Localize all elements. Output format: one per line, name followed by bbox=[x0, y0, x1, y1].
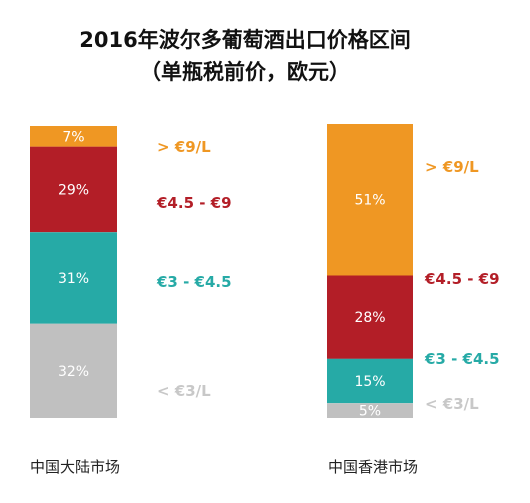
data-label: 32% bbox=[58, 364, 89, 380]
category-label: 中国大陆市场 bbox=[30, 458, 120, 476]
data-label: 7% bbox=[62, 129, 84, 145]
legend-label: €3 - €4.5 bbox=[156, 273, 232, 291]
data-label: 51% bbox=[354, 193, 385, 209]
legend-label: < €3/L bbox=[157, 382, 211, 400]
bar-segment bbox=[327, 275, 413, 359]
category-label: 中国香港市场 bbox=[328, 458, 418, 476]
chart-title: 2016年波尔多葡萄酒出口价格区间 bbox=[79, 28, 411, 52]
data-label: 5% bbox=[359, 404, 381, 420]
data-label: 31% bbox=[58, 271, 89, 287]
bar-segment bbox=[30, 232, 117, 324]
data-label: 15% bbox=[354, 374, 385, 390]
legend-label: €4.5 - €9 bbox=[424, 270, 500, 288]
bar-segment bbox=[327, 124, 413, 276]
chart-subtitle: （单瓶税前价，欧元） bbox=[140, 60, 350, 84]
bar-segment bbox=[30, 126, 117, 147]
bar-segment bbox=[327, 403, 413, 418]
legend-label: < €3/L bbox=[425, 395, 479, 413]
legend-label: > €9/L bbox=[157, 138, 211, 156]
legend-label: > €9/L bbox=[425, 158, 479, 176]
chart-title-block: 2016年波尔多葡萄酒出口价格区间 （单瓶税前价，欧元） bbox=[0, 24, 490, 88]
legend-label: €4.5 - €9 bbox=[156, 194, 232, 212]
data-label: 29% bbox=[58, 182, 89, 198]
bar-segment bbox=[327, 358, 413, 404]
legend-label: €3 - €4.5 bbox=[424, 350, 500, 368]
bar-segment bbox=[30, 146, 117, 233]
data-label: 28% bbox=[354, 310, 385, 326]
bar-segment bbox=[30, 323, 117, 418]
